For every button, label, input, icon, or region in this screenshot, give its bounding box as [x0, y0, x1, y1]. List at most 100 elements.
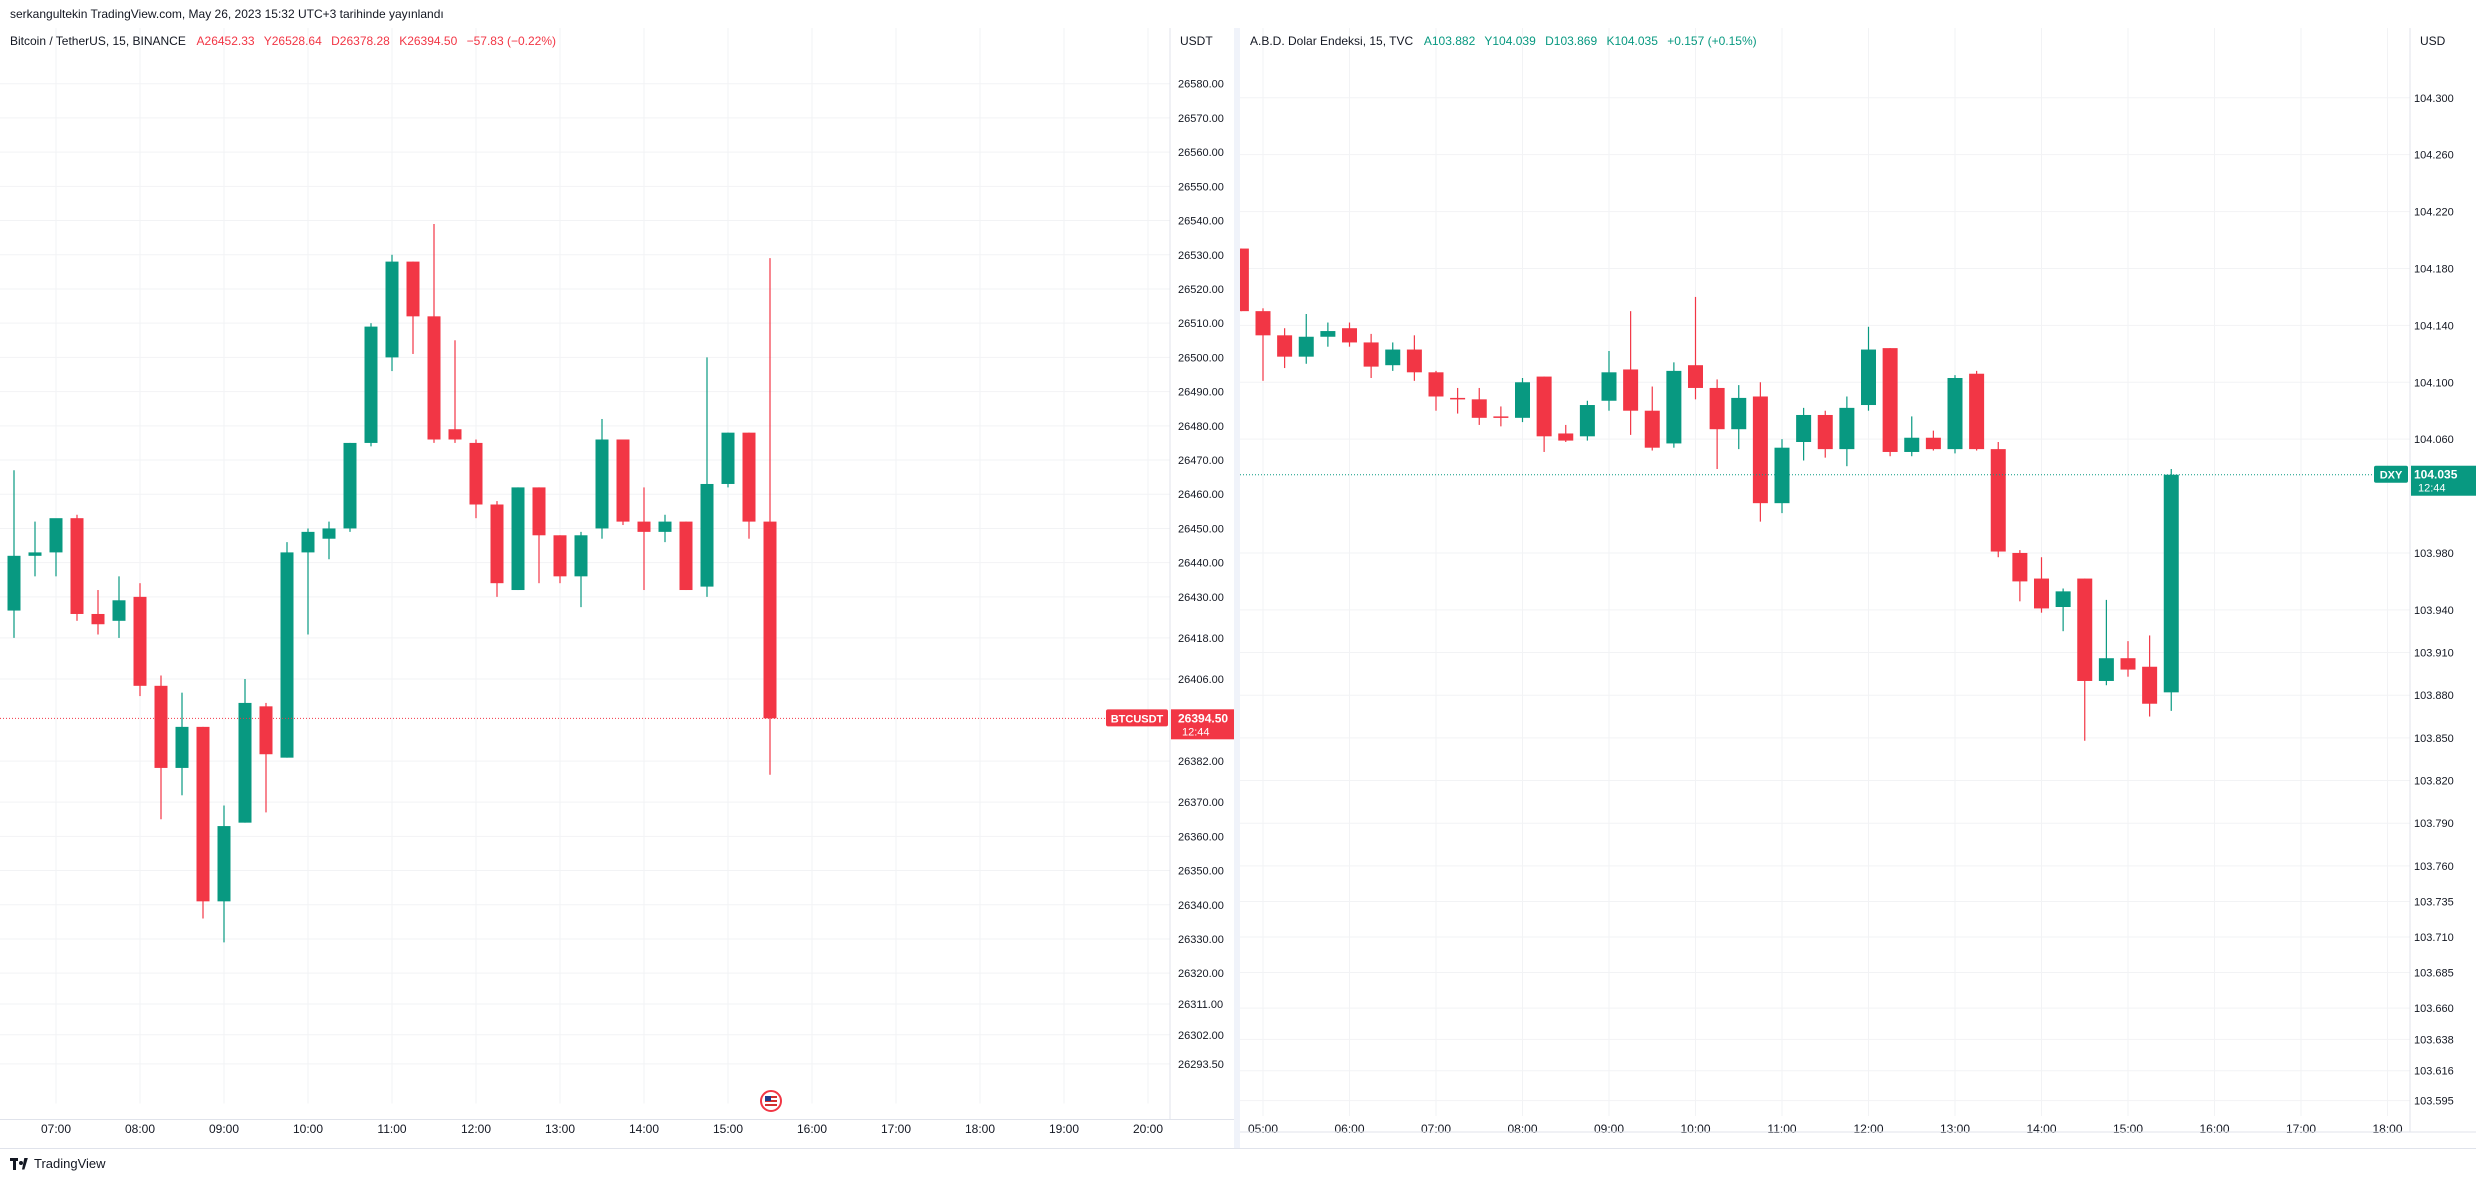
candle[interactable] [1709, 379, 1725, 470]
candle-body [553, 535, 567, 577]
candle[interactable] [49, 518, 63, 577]
candle[interactable] [196, 726, 210, 919]
candle[interactable] [1817, 410, 1833, 458]
candle[interactable] [1882, 348, 1898, 457]
candle[interactable] [70, 514, 84, 621]
time-axis[interactable]: 07:00 08:00 09:00 10:00 11:00 12:00 13:00 14:00… [41, 1122, 1163, 1136]
candle[interactable] [1752, 382, 1768, 522]
tradingview-brand[interactable]: TradingView [10, 1156, 106, 1171]
candle[interactable] [1363, 333, 1379, 378]
candle[interactable] [1839, 396, 1855, 467]
candle[interactable] [1579, 400, 1595, 441]
candle-body [700, 483, 714, 587]
candle[interactable] [490, 501, 504, 597]
price-axis[interactable]: 104.300 104.260 104.220 104.180 104.140 104.1… [2414, 93, 2454, 1108]
btcusdt-chart[interactable]: 26580.00 26570.00 26560.00 26550.00 26540.00… [0, 28, 1234, 1148]
btcusdt-chart-pane[interactable]: 26580.00 26570.00 26560.00 26550.00 26540.00… [0, 28, 1234, 1148]
candle[interactable] [154, 675, 168, 820]
candle[interactable] [658, 514, 672, 543]
candle[interactable] [574, 531, 588, 608]
candle[interactable] [1536, 376, 1552, 452]
dxy-chart[interactable]: 104.300 104.260 104.220 104.180 104.140 104.1… [1240, 28, 2476, 1148]
candle[interactable] [1342, 322, 1357, 347]
candle[interactable] [364, 323, 378, 447]
time-axis[interactable]: 05:00 06:00 07:00 08:00 09:00 10:00 11:00 12:00… [1248, 1122, 2403, 1136]
candle[interactable] [133, 583, 147, 697]
candle[interactable] [1406, 335, 1422, 381]
dxy-chart-pane[interactable]: 104.300 104.260 104.220 104.180 104.140 104.1… [1240, 28, 2476, 1148]
candle[interactable] [763, 258, 777, 775]
candle[interactable] [2142, 635, 2158, 717]
us-flag-event-icon[interactable] [760, 1090, 782, 1112]
candle[interactable] [112, 576, 126, 638]
candle[interactable] [448, 340, 462, 443]
candle[interactable] [1493, 406, 1509, 427]
candle[interactable] [1558, 424, 1574, 443]
candle[interactable] [1471, 387, 1487, 425]
candle[interactable] [1947, 375, 1963, 454]
legend-high: Y104.039 [1484, 34, 1536, 48]
candle[interactable] [1428, 370, 1444, 411]
candle[interactable] [2098, 599, 2114, 686]
candle[interactable] [595, 418, 609, 539]
price-tick-label: 26550.00 [1178, 181, 1224, 193]
candle[interactable] [1644, 386, 1660, 451]
time-tick-label: 09:00 [209, 1122, 239, 1136]
candle[interactable] [1255, 308, 1271, 381]
candle[interactable] [301, 528, 315, 635]
candle[interactable] [91, 590, 105, 635]
pane-divider[interactable] [1234, 28, 1240, 1148]
candle[interactable] [1666, 362, 1682, 448]
candle[interactable] [700, 357, 714, 597]
candle[interactable] [1774, 439, 1790, 514]
candle[interactable] [679, 521, 693, 591]
candle[interactable] [511, 487, 525, 591]
candle[interactable] [1515, 377, 1530, 423]
candle[interactable] [469, 439, 483, 519]
candle[interactable] [1796, 407, 1812, 461]
candle[interactable] [406, 261, 420, 354]
candle[interactable] [175, 692, 189, 796]
candle[interactable] [322, 521, 336, 560]
candle[interactable] [7, 470, 21, 638]
candle-body [385, 261, 399, 358]
candle[interactable] [385, 254, 399, 372]
candle[interactable] [280, 542, 294, 758]
candle[interactable] [1240, 248, 1249, 312]
candle[interactable] [2120, 641, 2136, 677]
time-tick-label: 08:00 [125, 1122, 155, 1136]
price-tick-label: 26490.00 [1178, 387, 1224, 399]
candle[interactable] [637, 487, 651, 591]
candle[interactable] [1385, 342, 1401, 371]
candle[interactable] [1925, 430, 1941, 451]
candle[interactable] [742, 432, 756, 539]
candle[interactable] [2077, 578, 2093, 741]
price-axis[interactable]: 26580.00 26570.00 26560.00 26550.00 26540.00… [1178, 79, 1224, 1071]
candle[interactable] [2163, 469, 2179, 711]
candle[interactable] [1861, 326, 1876, 411]
candle[interactable] [721, 432, 735, 488]
candle[interactable] [616, 439, 630, 526]
candle[interactable] [1320, 322, 1336, 347]
candle[interactable] [28, 521, 42, 577]
candle[interactable] [1688, 296, 1703, 400]
candle[interactable] [1277, 328, 1293, 369]
candle[interactable] [2012, 550, 2028, 602]
candle[interactable] [1601, 350, 1617, 411]
candle[interactable] [1731, 385, 1747, 450]
candle[interactable] [1969, 370, 1985, 451]
candle[interactable] [1450, 387, 1466, 414]
candle[interactable] [1298, 313, 1314, 364]
candle[interactable] [1623, 311, 1639, 435]
candle[interactable] [1990, 442, 2006, 558]
candle[interactable] [2034, 557, 2049, 613]
candle[interactable] [1904, 416, 1920, 457]
candle[interactable] [343, 442, 357, 532]
candle[interactable] [238, 678, 252, 823]
candle[interactable] [532, 487, 546, 584]
candle[interactable] [2055, 588, 2071, 632]
candle[interactable] [427, 223, 441, 443]
candle[interactable] [259, 702, 273, 813]
candle[interactable] [217, 805, 231, 943]
candle[interactable] [553, 535, 567, 584]
